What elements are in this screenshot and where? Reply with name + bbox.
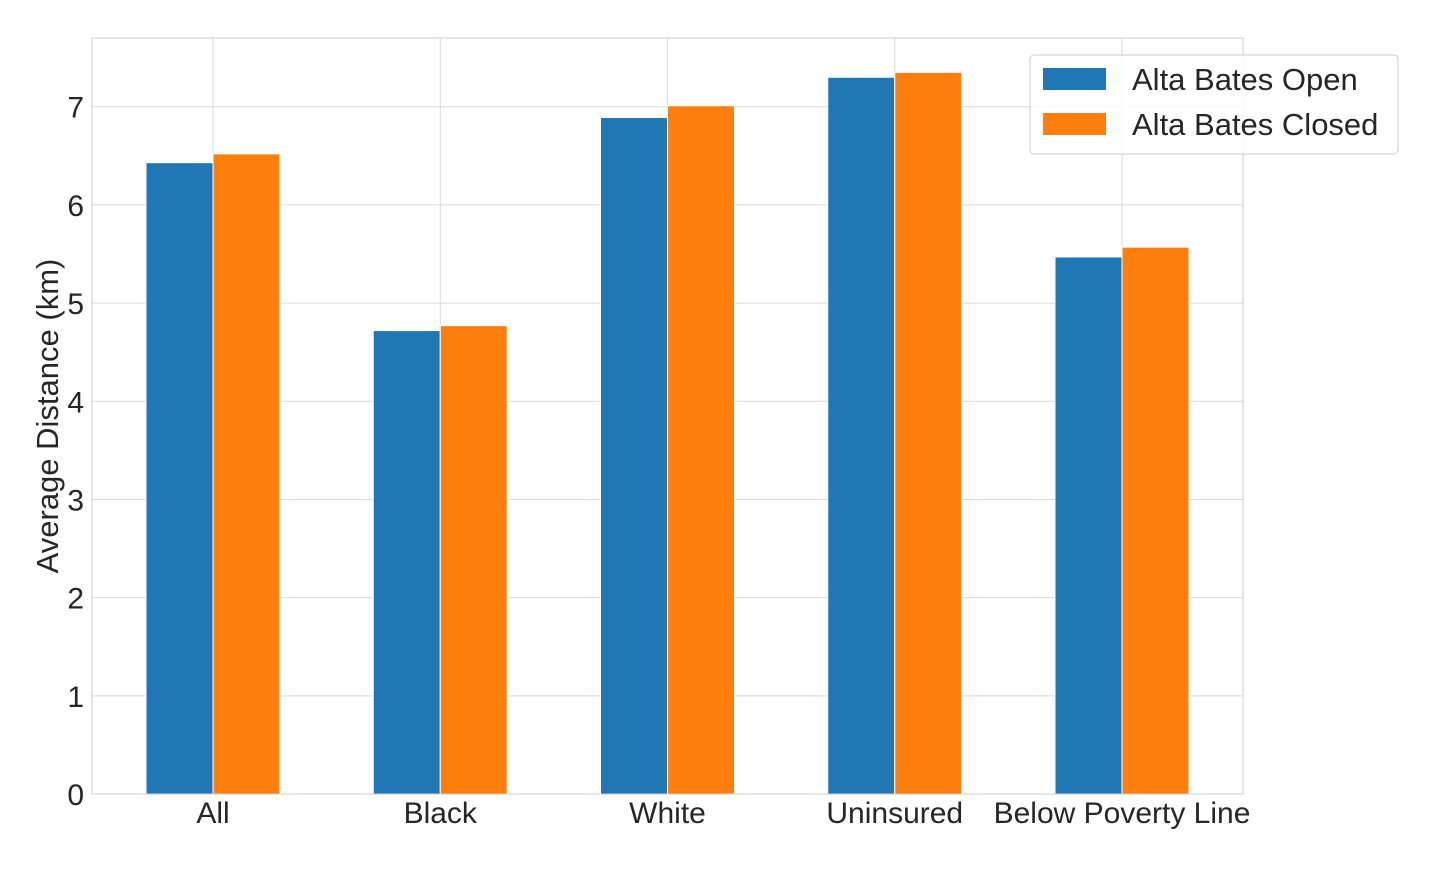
x-tick-label: All	[196, 797, 229, 830]
y-tick-label: 1	[67, 681, 84, 714]
y-tick-label: 7	[67, 92, 84, 125]
bar-closed-below-poverty-line	[1121, 246, 1190, 795]
bar-open-black	[372, 330, 441, 795]
legend-swatch-open	[1043, 68, 1106, 90]
legend-swatch-closed	[1043, 113, 1106, 135]
bar-open-white	[600, 117, 668, 795]
x-tick-label: Black	[404, 797, 478, 830]
x-tick-label: White	[629, 797, 706, 830]
y-tick-labels: 0 1 2 3 4 5 6 7	[67, 92, 84, 812]
x-tick-label: Below Poverty Line	[994, 797, 1251, 830]
bar-open-below-poverty-line	[1054, 256, 1123, 795]
y-tick-label: 5	[67, 288, 84, 321]
bar-closed-black	[439, 325, 508, 795]
plot-frame	[91, 37, 1244, 795]
bar-closed-all	[212, 153, 281, 795]
y-tick-label: 4	[67, 386, 84, 419]
y-tick-label: 3	[67, 484, 84, 517]
y-tick-label: 0	[67, 779, 84, 812]
x-tick-labels: All Black White Uninsured Below Poverty Line	[196, 797, 1250, 830]
bar-closed-uninsured	[894, 71, 963, 795]
y-tick-label: 6	[67, 190, 84, 223]
x-tick-label: Uninsured	[826, 797, 963, 830]
legend-label-open: Alta Bates Open	[1132, 62, 1358, 97]
bar-open-uninsured	[827, 76, 896, 795]
legend-box	[1029, 54, 1399, 155]
bars-layer	[145, 71, 1190, 795]
y-tick-label: 2	[67, 583, 84, 616]
bar-open-all	[145, 162, 214, 795]
legend-label-closed: Alta Bates Closed	[1132, 107, 1378, 142]
bar-closed-white	[667, 105, 735, 795]
y-axis-title: Average Distance (km)	[30, 259, 65, 574]
legend: Alta Bates Open Alta Bates Closed	[1029, 54, 1399, 155]
